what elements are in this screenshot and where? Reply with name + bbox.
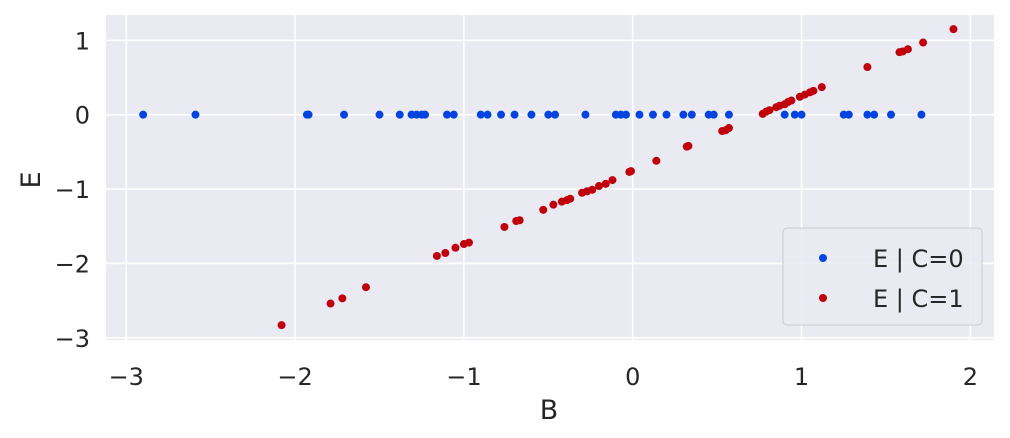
legend-marker-c1 [819, 294, 827, 302]
y-tick-label: 1 [75, 27, 90, 55]
data-point [790, 110, 799, 119]
data-point [949, 25, 958, 34]
legend-label-c1: E | C=1 [873, 285, 964, 313]
data-point [724, 124, 733, 133]
data-point [277, 321, 286, 330]
data-point [887, 110, 896, 119]
data-point [539, 205, 548, 214]
x-tick-label: 2 [963, 363, 978, 391]
y-tick-label: −2 [55, 250, 90, 278]
x-tick-label: −3 [109, 363, 144, 391]
x-tick-labels: −3 −2 −1 0 1 2 [109, 363, 978, 391]
x-tick-label: 0 [625, 363, 640, 391]
x-axis-label: B [540, 395, 559, 426]
data-point [476, 110, 485, 119]
y-axis-label: E [16, 171, 47, 188]
data-point [139, 110, 148, 119]
legend-box [782, 227, 983, 326]
data-point [594, 182, 603, 191]
series-c0 [139, 110, 926, 119]
x-tick-label: −1 [446, 363, 481, 391]
data-point [483, 110, 492, 119]
data-point [648, 110, 657, 119]
data-point [863, 110, 872, 119]
data-point [421, 110, 430, 119]
data-point [621, 110, 630, 119]
data-point [566, 194, 575, 203]
data-point [497, 110, 506, 119]
data-point [917, 110, 926, 119]
data-point [375, 110, 384, 119]
data-point [510, 110, 519, 119]
data-point [338, 294, 347, 303]
legend: E | C=0 E | C=1 [782, 227, 983, 326]
data-point [500, 222, 509, 231]
data-points [139, 25, 958, 330]
data-point [304, 110, 313, 119]
data-point [797, 110, 806, 119]
data-point [326, 299, 335, 308]
data-point [844, 110, 853, 119]
data-point [395, 110, 404, 119]
data-point [581, 110, 590, 119]
data-point [515, 216, 524, 225]
data-point [449, 110, 458, 119]
data-point [544, 110, 553, 119]
y-tick-label: −3 [55, 325, 90, 353]
y-tick-labels: −3 −2 −1 0 1 [55, 27, 90, 352]
data-point [687, 110, 696, 119]
series-c1 [277, 25, 958, 330]
data-point [709, 110, 718, 119]
data-point [809, 86, 818, 95]
y-tick-label: −1 [55, 176, 90, 204]
data-point [588, 185, 597, 194]
data-point [780, 110, 789, 119]
data-point [432, 251, 441, 260]
data-point [903, 45, 912, 54]
data-point [863, 63, 872, 72]
data-point [635, 110, 644, 119]
data-point [817, 83, 826, 92]
data-point [601, 179, 610, 188]
data-point [919, 38, 928, 47]
data-point [765, 106, 774, 115]
legend-marker-c0 [819, 254, 827, 262]
data-point [451, 243, 460, 252]
data-point [549, 200, 558, 209]
data-point [361, 283, 370, 292]
data-point [608, 176, 617, 185]
data-point [652, 156, 661, 165]
data-point [684, 141, 693, 150]
data-point [787, 96, 796, 105]
x-tick-label: 1 [794, 363, 809, 391]
legend-label-c0: E | C=0 [873, 245, 964, 273]
data-point [340, 110, 349, 119]
data-point [464, 238, 473, 247]
data-point [627, 167, 636, 176]
data-point [191, 110, 200, 119]
data-point [662, 110, 671, 119]
data-point [870, 110, 879, 119]
data-point [441, 248, 450, 257]
x-tick-label: −2 [277, 363, 312, 391]
data-point [443, 110, 452, 119]
y-tick-label: 0 [75, 102, 90, 130]
data-point [724, 110, 733, 119]
data-point [551, 110, 560, 119]
data-point [679, 110, 688, 119]
data-point [527, 110, 536, 119]
